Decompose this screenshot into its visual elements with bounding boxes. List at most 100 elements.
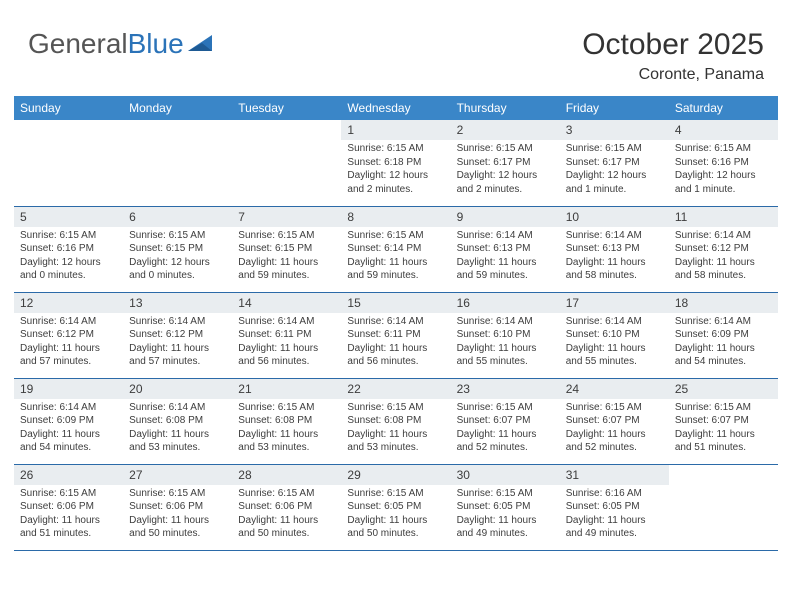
day-info: Sunrise: 6:15 AMSunset: 6:07 PMDaylight:…: [451, 399, 560, 459]
day-info: Sunrise: 6:14 AMSunset: 6:09 PMDaylight:…: [14, 399, 123, 459]
calendar-cell: 25Sunrise: 6:15 AMSunset: 6:07 PMDayligh…: [669, 378, 778, 464]
day-info: Sunrise: 6:15 AMSunset: 6:15 PMDaylight:…: [123, 227, 232, 287]
day-info: Sunrise: 6:15 AMSunset: 6:08 PMDaylight:…: [232, 399, 341, 459]
day-info: Sunrise: 6:15 AMSunset: 6:07 PMDaylight:…: [560, 399, 669, 459]
day-info: Sunrise: 6:14 AMSunset: 6:12 PMDaylight:…: [14, 313, 123, 373]
day-info: Sunrise: 6:14 AMSunset: 6:11 PMDaylight:…: [341, 313, 450, 373]
day-info: Sunrise: 6:15 AMSunset: 6:15 PMDaylight:…: [232, 227, 341, 287]
day-number: 21: [232, 379, 341, 399]
day-info: Sunrise: 6:14 AMSunset: 6:09 PMDaylight:…: [669, 313, 778, 373]
logo-text-blue: Blue: [128, 28, 184, 60]
calendar-cell: 27Sunrise: 6:15 AMSunset: 6:06 PMDayligh…: [123, 464, 232, 550]
calendar-cell: 2Sunrise: 6:15 AMSunset: 6:17 PMDaylight…: [451, 120, 560, 206]
calendar-cell: 14Sunrise: 6:14 AMSunset: 6:11 PMDayligh…: [232, 292, 341, 378]
calendar-cell: 9Sunrise: 6:14 AMSunset: 6:13 PMDaylight…: [451, 206, 560, 292]
day-info: Sunrise: 6:15 AMSunset: 6:06 PMDaylight:…: [232, 485, 341, 545]
calendar-cell: 4Sunrise: 6:15 AMSunset: 6:16 PMDaylight…: [669, 120, 778, 206]
day-info: Sunrise: 6:14 AMSunset: 6:10 PMDaylight:…: [451, 313, 560, 373]
day-number: 28: [232, 465, 341, 485]
day-number: 12: [14, 293, 123, 313]
day-number: 26: [14, 465, 123, 485]
day-number: 2: [451, 120, 560, 140]
calendar-cell: 30Sunrise: 6:15 AMSunset: 6:05 PMDayligh…: [451, 464, 560, 550]
day-info: Sunrise: 6:15 AMSunset: 6:08 PMDaylight:…: [341, 399, 450, 459]
day-number: 4: [669, 120, 778, 140]
calendar-row: 12Sunrise: 6:14 AMSunset: 6:12 PMDayligh…: [14, 292, 778, 378]
day-info: Sunrise: 6:14 AMSunset: 6:12 PMDaylight:…: [669, 227, 778, 287]
calendar-head: SundayMondayTuesdayWednesdayThursdayFrid…: [14, 96, 778, 120]
day-number: 30: [451, 465, 560, 485]
calendar-cell: 24Sunrise: 6:15 AMSunset: 6:07 PMDayligh…: [560, 378, 669, 464]
day-info: Sunrise: 6:14 AMSunset: 6:11 PMDaylight:…: [232, 313, 341, 373]
calendar-cell: 5Sunrise: 6:15 AMSunset: 6:16 PMDaylight…: [14, 206, 123, 292]
calendar-cell: [669, 464, 778, 550]
calendar-cell: [232, 120, 341, 206]
calendar-cell: 1Sunrise: 6:15 AMSunset: 6:18 PMDaylight…: [341, 120, 450, 206]
calendar-cell: 16Sunrise: 6:14 AMSunset: 6:10 PMDayligh…: [451, 292, 560, 378]
day-number: 19: [14, 379, 123, 399]
day-info: Sunrise: 6:14 AMSunset: 6:13 PMDaylight:…: [451, 227, 560, 287]
day-number: 27: [123, 465, 232, 485]
calendar-body: 1Sunrise: 6:15 AMSunset: 6:18 PMDaylight…: [14, 120, 778, 550]
day-number: 3: [560, 120, 669, 140]
weekday-header: Tuesday: [232, 96, 341, 120]
month-title: October 2025: [582, 28, 764, 62]
calendar-cell: 3Sunrise: 6:15 AMSunset: 6:17 PMDaylight…: [560, 120, 669, 206]
calendar-cell: 21Sunrise: 6:15 AMSunset: 6:08 PMDayligh…: [232, 378, 341, 464]
day-number: 31: [560, 465, 669, 485]
day-number: 15: [341, 293, 450, 313]
day-number: 9: [451, 207, 560, 227]
day-number: 18: [669, 293, 778, 313]
calendar-cell: [123, 120, 232, 206]
day-number: 7: [232, 207, 341, 227]
day-info: Sunrise: 6:14 AMSunset: 6:12 PMDaylight:…: [123, 313, 232, 373]
day-info: Sunrise: 6:14 AMSunset: 6:08 PMDaylight:…: [123, 399, 232, 459]
calendar-table: SundayMondayTuesdayWednesdayThursdayFrid…: [14, 96, 778, 551]
calendar-cell: 31Sunrise: 6:16 AMSunset: 6:05 PMDayligh…: [560, 464, 669, 550]
calendar-cell: 28Sunrise: 6:15 AMSunset: 6:06 PMDayligh…: [232, 464, 341, 550]
day-number: 8: [341, 207, 450, 227]
calendar-cell: 11Sunrise: 6:14 AMSunset: 6:12 PMDayligh…: [669, 206, 778, 292]
day-number: 24: [560, 379, 669, 399]
day-number: 6: [123, 207, 232, 227]
day-number: 25: [669, 379, 778, 399]
day-number: 17: [560, 293, 669, 313]
day-info: Sunrise: 6:15 AMSunset: 6:17 PMDaylight:…: [560, 140, 669, 200]
calendar-cell: 13Sunrise: 6:14 AMSunset: 6:12 PMDayligh…: [123, 292, 232, 378]
day-number: 1: [341, 120, 450, 140]
calendar-cell: 18Sunrise: 6:14 AMSunset: 6:09 PMDayligh…: [669, 292, 778, 378]
day-number: 13: [123, 293, 232, 313]
calendar-cell: 19Sunrise: 6:14 AMSunset: 6:09 PMDayligh…: [14, 378, 123, 464]
day-number: 14: [232, 293, 341, 313]
weekday-header: Monday: [123, 96, 232, 120]
weekday-header: Wednesday: [341, 96, 450, 120]
weekday-header: Thursday: [451, 96, 560, 120]
weekday-header: Friday: [560, 96, 669, 120]
day-info: Sunrise: 6:15 AMSunset: 6:17 PMDaylight:…: [451, 140, 560, 200]
day-info: Sunrise: 6:15 AMSunset: 6:16 PMDaylight:…: [669, 140, 778, 200]
calendar-row: 1Sunrise: 6:15 AMSunset: 6:18 PMDaylight…: [14, 120, 778, 206]
day-number: 16: [451, 293, 560, 313]
day-number: 29: [341, 465, 450, 485]
calendar-cell: 26Sunrise: 6:15 AMSunset: 6:06 PMDayligh…: [14, 464, 123, 550]
calendar-cell: [14, 120, 123, 206]
day-info: Sunrise: 6:15 AMSunset: 6:14 PMDaylight:…: [341, 227, 450, 287]
logo-text-general: General: [28, 28, 128, 60]
calendar-cell: 6Sunrise: 6:15 AMSunset: 6:15 PMDaylight…: [123, 206, 232, 292]
weekday-header: Saturday: [669, 96, 778, 120]
day-number: 5: [14, 207, 123, 227]
day-info: Sunrise: 6:15 AMSunset: 6:05 PMDaylight:…: [451, 485, 560, 545]
weekday-header: Sunday: [14, 96, 123, 120]
header: GeneralBlue October 2025 Coronte, Panama: [0, 0, 792, 92]
calendar-cell: 20Sunrise: 6:14 AMSunset: 6:08 PMDayligh…: [123, 378, 232, 464]
location: Coronte, Panama: [582, 66, 764, 84]
triangle-icon: [188, 28, 214, 60]
calendar-cell: 12Sunrise: 6:14 AMSunset: 6:12 PMDayligh…: [14, 292, 123, 378]
calendar-cell: 15Sunrise: 6:14 AMSunset: 6:11 PMDayligh…: [341, 292, 450, 378]
calendar-row: 5Sunrise: 6:15 AMSunset: 6:16 PMDaylight…: [14, 206, 778, 292]
calendar-cell: 7Sunrise: 6:15 AMSunset: 6:15 PMDaylight…: [232, 206, 341, 292]
calendar-cell: 8Sunrise: 6:15 AMSunset: 6:14 PMDaylight…: [341, 206, 450, 292]
day-number: 10: [560, 207, 669, 227]
day-info: Sunrise: 6:14 AMSunset: 6:10 PMDaylight:…: [560, 313, 669, 373]
day-info: Sunrise: 6:15 AMSunset: 6:05 PMDaylight:…: [341, 485, 450, 545]
